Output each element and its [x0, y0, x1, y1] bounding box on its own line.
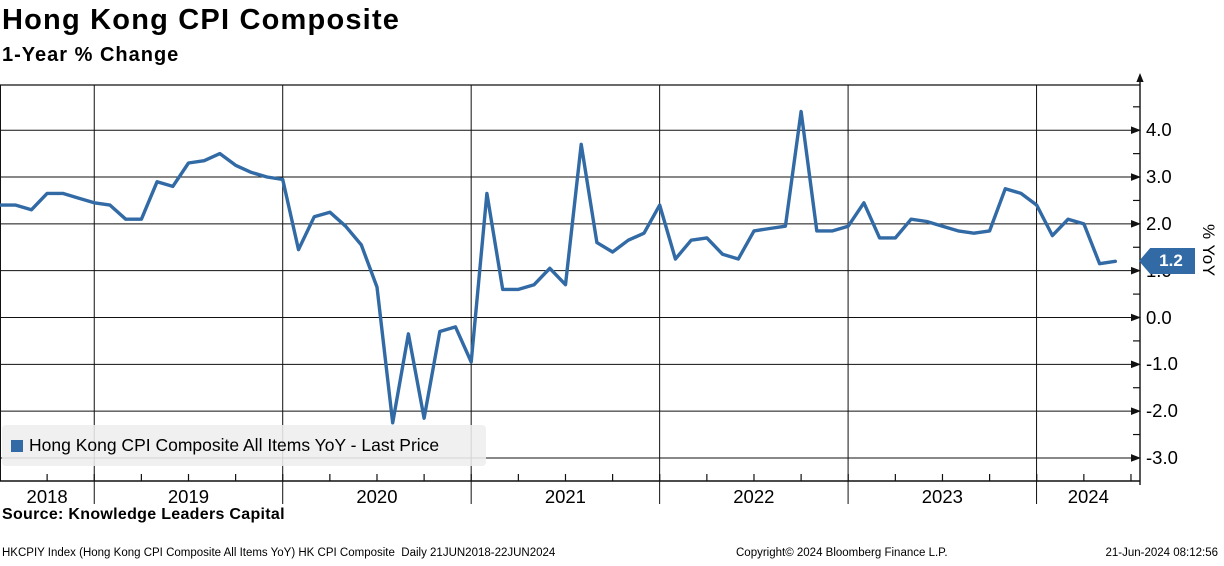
x-axis-year-label: 2020 — [356, 486, 398, 507]
x-axis-year-label: 2022 — [733, 486, 775, 507]
x-axis-year-label: 2023 — [921, 486, 963, 507]
y-tick-arrow-icon — [1131, 313, 1141, 322]
legend: Hong Kong CPI Composite All Items YoY - … — [2, 425, 486, 466]
copyright-notice: Copyright© 2024 Bloomberg Finance L.P. — [736, 547, 948, 559]
y-axis-title: % YoY — [1199, 224, 1218, 277]
y-axis-tick-label: 0.0 — [1146, 306, 1172, 328]
y-axis-tick-label: 4.0 — [1146, 119, 1172, 141]
y-tick-arrow-icon — [1131, 407, 1141, 415]
source-attribution: Source: Knowledge Leaders Capital — [2, 506, 285, 523]
cpi-line-series — [0, 109, 1118, 425]
y-axis-tick-label: -3.0 — [1146, 446, 1178, 468]
legend-label: Hong Kong CPI Composite All Items YoY - … — [29, 435, 440, 455]
y-axis-tick-label: 3.0 — [1146, 166, 1172, 188]
x-axis-year-label: 2021 — [544, 486, 586, 507]
y-tick-arrow-icon — [1131, 173, 1141, 181]
x-axis-year-label: 2018 — [26, 486, 68, 507]
y-tick-arrow-icon — [1131, 360, 1141, 369]
last-price-value: 1.2 — [1159, 251, 1183, 270]
ticker-metadata: HKCPIY Index (Hong Kong CPI Composite Al… — [2, 547, 556, 559]
x-axis-year-label: 2019 — [167, 486, 210, 507]
y-axis-tick-label: -2.0 — [1146, 400, 1178, 422]
y-axis-top-arrow-icon — [1136, 73, 1144, 82]
terminal-footer: HKCPIY Index (Hong Kong CPI Composite Al… — [0, 547, 1224, 563]
y-tick-arrow-icon — [1131, 454, 1141, 462]
y-axis-tick-label: 2.0 — [1146, 212, 1172, 234]
y-tick-arrow-icon — [1131, 220, 1141, 228]
y-axis-tick-label: -1.0 — [1146, 353, 1178, 375]
y-tick-arrow-icon — [1131, 126, 1141, 135]
x-axis-year-label: 2024 — [1067, 486, 1109, 507]
last-price-flag: 1.2 — [1139, 248, 1195, 274]
legend-swatch-icon — [11, 439, 23, 452]
y-tick-arrow-icon — [1131, 266, 1141, 275]
chart-title: Hong Kong CPI Composite — [2, 4, 401, 36]
chart-subtitle: 1-Year % Change — [2, 44, 180, 66]
timestamp: 21-Jun-2024 08:12:56 — [1105, 547, 1218, 559]
